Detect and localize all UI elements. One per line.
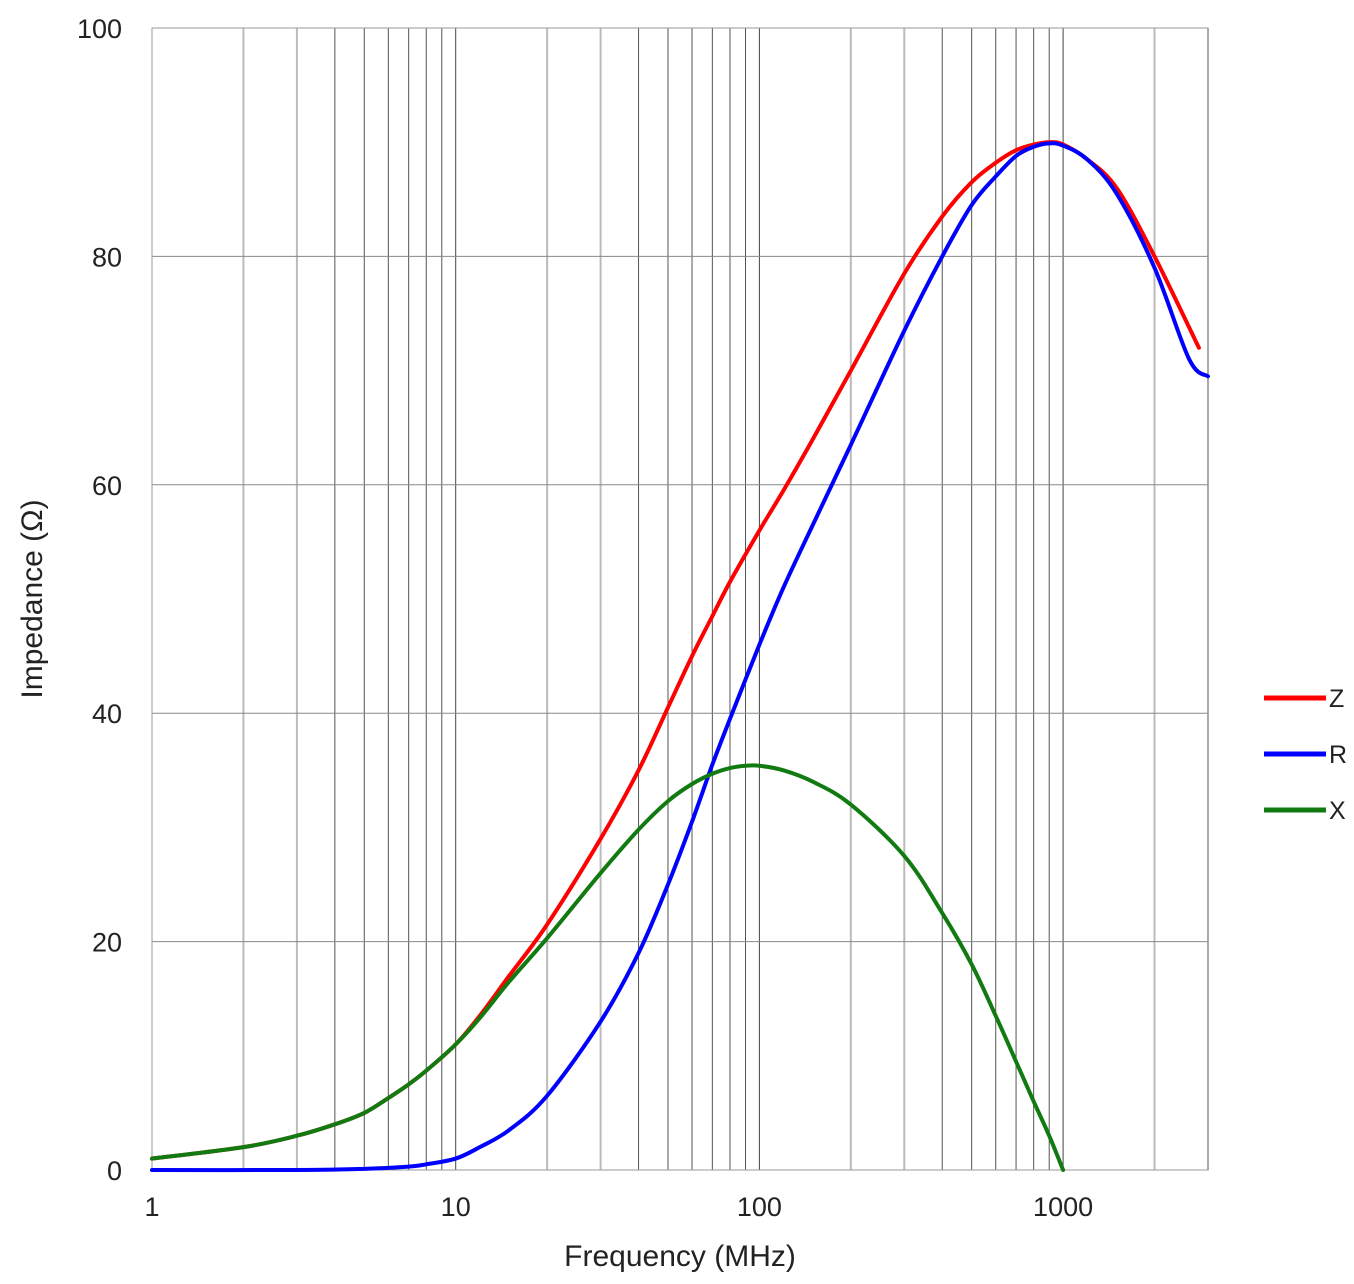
y-tick-label: 20 — [92, 928, 122, 958]
series-lines — [150, 140, 1210, 1173]
x-tick-label: 1 — [144, 1192, 159, 1222]
legend-label-r: R — [1329, 741, 1347, 769]
y-axis-title: Impedance (Ω) — [16, 499, 49, 698]
legend-label-x: X — [1329, 797, 1346, 825]
y-tick-label: 100 — [77, 14, 122, 44]
x-tick-label: 10 — [441, 1192, 471, 1222]
major-gridlines — [151, 27, 1208, 1171]
series-line-z — [150, 140, 1201, 1161]
y-tick-label: 0 — [107, 1156, 122, 1186]
y-tick-label: 40 — [92, 699, 122, 729]
series-line-r — [150, 141, 1210, 1173]
minor-gridlines — [242, 28, 1209, 1170]
series-line-x — [150, 763, 1066, 1172]
y-tick-label: 80 — [92, 242, 122, 272]
y-tick-label: 60 — [92, 471, 122, 501]
legend-label-z: Z — [1329, 685, 1344, 713]
x-axis-title: Frequency (MHz) — [564, 1240, 796, 1273]
x-tick-label: 100 — [737, 1192, 782, 1222]
plot-frame — [151, 27, 1209, 1171]
legend: ZRX — [1264, 685, 1347, 825]
y-tick-labels: 0 20 40 60 80 100 — [77, 14, 122, 1186]
x-tick-label: 1000 — [1033, 1192, 1093, 1222]
x-tick-labels: 1 10 100 1000 — [144, 1192, 1093, 1222]
